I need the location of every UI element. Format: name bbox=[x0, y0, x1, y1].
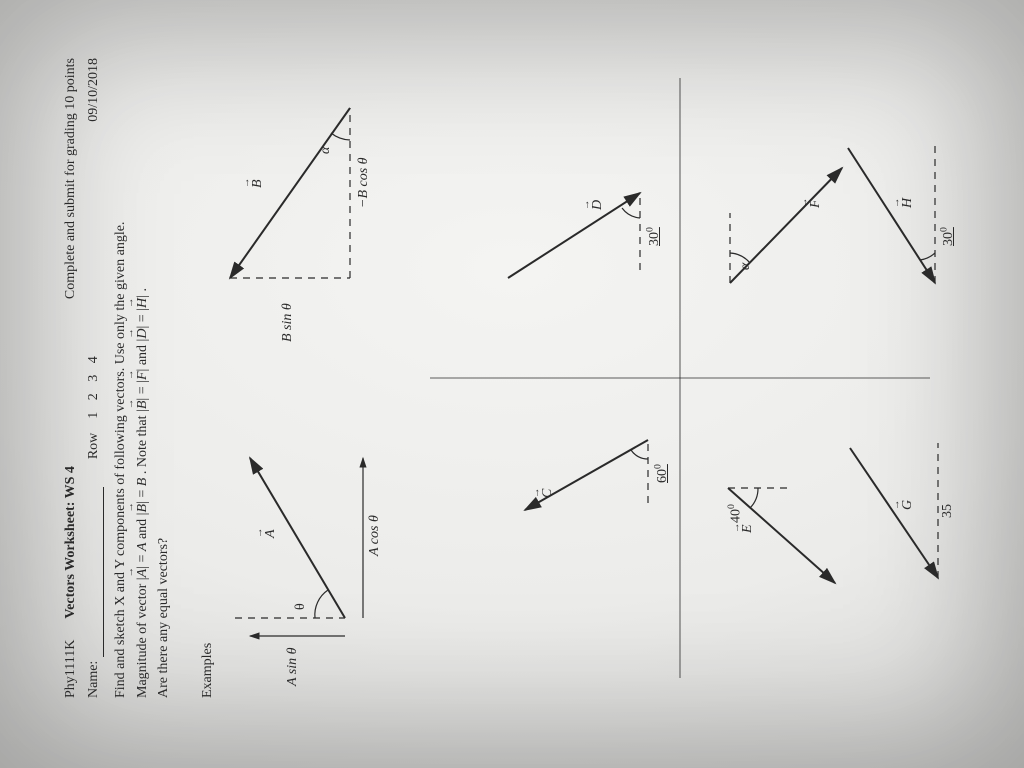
angle-F: α bbox=[738, 263, 754, 270]
exB-alpha: α bbox=[318, 147, 334, 154]
course-code: Phy1111K bbox=[63, 640, 78, 698]
examples-label: Examples bbox=[200, 643, 216, 698]
vector-G bbox=[850, 443, 938, 578]
instruction-line-3: Are there any equal vectors? bbox=[153, 58, 175, 698]
angle-C: 600 bbox=[652, 464, 671, 483]
vector-H bbox=[848, 143, 935, 283]
coordinate-axes: C 600 D 300 E 400 F α bbox=[430, 78, 930, 678]
header: Phy1111K Vectors Worksheet: WS 4 Complet… bbox=[60, 58, 104, 698]
exA-vec-label: A bbox=[263, 529, 279, 538]
label-E: E bbox=[740, 524, 756, 533]
example-B: B α −B cos θ B sin θ bbox=[200, 78, 390, 338]
angle-E: 400 bbox=[726, 504, 745, 523]
exA-xcomp: A cos θ bbox=[367, 515, 383, 556]
instruction-line-2: Magnitude of vector A = A and B = B . No… bbox=[132, 58, 154, 698]
worksheet-page: Phy1111K Vectors Worksheet: WS 4 Complet… bbox=[0, 0, 1024, 768]
label-C: C bbox=[540, 489, 556, 498]
label-G: G bbox=[900, 500, 916, 510]
label-D: D bbox=[590, 200, 606, 210]
exB-ycomp: B sin θ bbox=[280, 303, 296, 342]
angle-D: 300 bbox=[644, 227, 663, 246]
photo-background: Phy1111K Vectors Worksheet: WS 4 Complet… bbox=[0, 0, 1024, 768]
label-H: H bbox=[900, 198, 916, 208]
vector-D bbox=[508, 193, 640, 278]
exA-ycomp: A sin θ bbox=[285, 647, 301, 686]
vector-E bbox=[728, 488, 835, 583]
exA-theta: θ bbox=[293, 603, 309, 610]
example-A: θ A A cos θ A sin θ bbox=[215, 428, 385, 648]
row-label: Row bbox=[86, 433, 101, 459]
angle-H: 300 bbox=[938, 227, 957, 246]
grading-note: Complete and submit for grading 10 point… bbox=[60, 58, 81, 299]
name-blank bbox=[89, 487, 104, 657]
instructions: Find and sketch X and Y components of fo… bbox=[110, 58, 175, 698]
exB-xcomp: −B cos θ bbox=[356, 157, 372, 208]
date: 09/10/2018 bbox=[83, 58, 104, 122]
exB-vec-label: B bbox=[250, 179, 266, 188]
label-F: F bbox=[808, 199, 824, 208]
angle-G: 35 bbox=[940, 504, 956, 518]
vector-C bbox=[525, 440, 648, 510]
worksheet-title: Vectors Worksheet: WS 4 bbox=[63, 466, 78, 619]
row-numbers: 1 2 3 4 bbox=[86, 352, 101, 419]
name-label: Name: bbox=[86, 661, 101, 698]
